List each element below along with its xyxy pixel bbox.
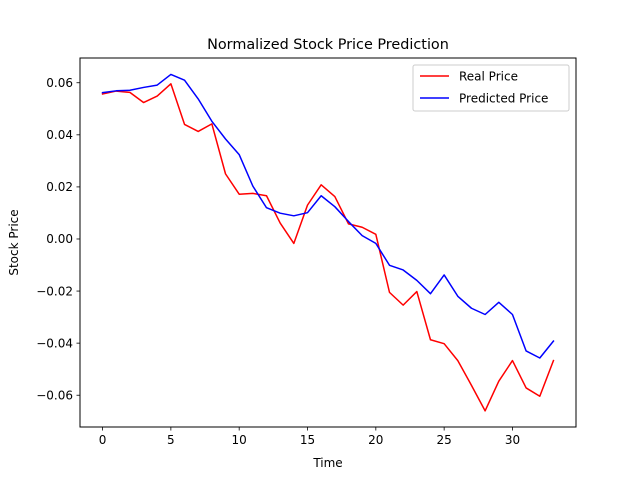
x-tick-label: 10 [232,433,247,447]
series-line-predicted-price [101,73,555,359]
x-tick-label: 5 [167,433,175,447]
x-tick-label: 15 [300,433,315,447]
series-line-real-price [101,83,555,412]
legend: Real Price Predicted Price [412,64,570,112]
y-tick-label: 0.04 [46,128,73,142]
chart-title: Normalized Stock Price Prediction [207,37,449,53]
y-tick-label: 0.06 [46,76,73,90]
axis-ticks: 0 5 10 15 20 25 30 −0.06 −0.04 −0.02 0.00 0.02 0.04 0… [36,76,520,447]
y-axis-label: Stock Price [7,209,21,275]
plot-area [101,73,555,412]
legend-label-real-price: Real Price [459,70,518,84]
y-tick-label: 0.00 [46,232,73,246]
y-tick-label: 0.02 [46,180,73,194]
x-tick-label: 20 [368,433,383,447]
y-tick-label: −0.04 [36,336,73,350]
x-tick-label: 0 [99,433,107,447]
x-tick-label: 25 [437,433,452,447]
x-tick-label: 30 [505,433,520,447]
x-axis-label: Time [312,456,342,470]
legend-box [412,64,570,112]
legend-label-predicted-price: Predicted Price [459,92,548,106]
y-tick-label: −0.06 [36,388,73,402]
axes-frame [79,57,577,428]
y-tick-label: −0.02 [36,284,73,298]
